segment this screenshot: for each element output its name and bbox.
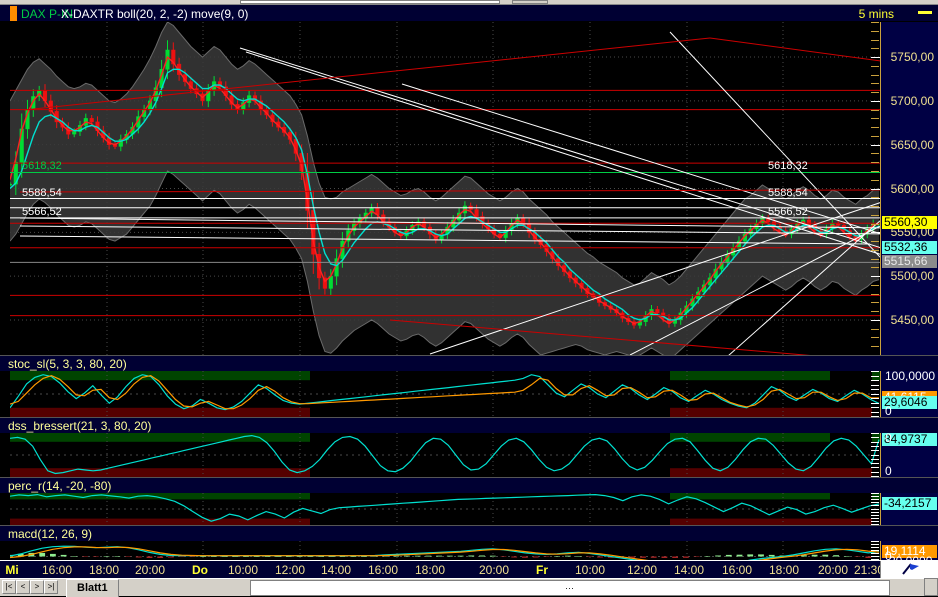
perc-r-panel: perc_r(14, -20, -80) -34,2157 <box>0 477 938 525</box>
macd-value-tag[interactable]: 19,1114 <box>882 544 937 558</box>
perc-r-panel-tick-ladder <box>870 493 880 525</box>
indicator-price-tag[interactable]: 5532,36 <box>882 240 937 254</box>
time-axis-label: 18:00 <box>414 563 446 577</box>
time-axis[interactable]: 21:30 20:00 18:00 16:00 14:00 12:00 10:00 Fr 20:… <box>0 560 938 578</box>
tab-nav-3[interactable]: >| <box>44 580 58 594</box>
level-label-5566-right: 5566,52 <box>768 205 808 218</box>
perc-r-panel-axis[interactable]: -34,2157 <box>880 493 938 525</box>
level-label-5566: 5566,52 <box>22 205 62 218</box>
time-axis-label: 16:00 <box>367 563 399 577</box>
dss-lower-tag[interactable]: 0 <box>885 464 892 478</box>
tab-nav-2[interactable]: > <box>30 580 44 594</box>
stoc-sl-panel-title[interactable]: stoc_sl(5, 3, 3, 80, 20) <box>0 355 938 371</box>
level-label-5588-right: 5588,54 <box>768 186 808 199</box>
dss-upper-tag[interactable]: 0 <box>885 433 892 445</box>
minimize-icon[interactable] <box>918 11 932 14</box>
macd-level-tag[interactable]: 0 <box>885 548 892 563</box>
price-axis-label: 5700,00 <box>890 93 934 108</box>
time-axis-label: 14:00 <box>673 563 705 577</box>
dss-value-tag[interactable]: 84,9737 <box>882 433 937 446</box>
symbol-name: DAX P-IN. <box>21 7 77 21</box>
price-axis-label: 5600,00 <box>890 181 934 196</box>
desktop-strip <box>0 0 938 4</box>
symbol-color-swatch <box>10 6 17 21</box>
stoc-upper-tag[interactable]: 100,0000 <box>885 371 936 383</box>
perc-r-panel-title[interactable]: perc_r(14, -20, -80) <box>0 477 938 493</box>
time-axis-label: 18:00 <box>88 563 120 577</box>
macd-panel-title[interactable]: macd(12, 26, 9) <box>0 525 938 541</box>
time-axis-label: 20:00 <box>478 563 510 577</box>
price-axis-label: 5450,00 <box>890 312 934 327</box>
time-axis-label: 12:00 <box>274 563 306 577</box>
level-label-5618-right: 5618,32 <box>768 160 808 173</box>
tab-nav-buttons[interactable]: |< < > >| <box>2 580 58 594</box>
price-axis-label: 5650,00 <box>890 137 934 152</box>
chart-title-bar[interactable]: DAX P-IN. X-DAXTR boll(20, 2, -2) move(9… <box>0 4 938 22</box>
dss-bressert-panel-plot[interactable] <box>10 433 880 477</box>
background-window-fragment <box>240 0 500 4</box>
price-axis-label: 5750,00 <box>890 50 934 65</box>
study-description: X-DAXTR boll(20, 2, -2) move(9, 0) <box>61 7 249 21</box>
dss-bressert-panel-tick-ladder <box>870 433 880 477</box>
time-axis-label: 20:00 <box>134 563 166 577</box>
time-axis-label: 20:00 <box>817 563 849 577</box>
secondary-price-tag[interactable]: 5515,66 <box>882 255 937 269</box>
price-axis[interactable]: 5750,00 5700,00 5650,00 5600,00 5550,00 5500,… <box>880 22 938 355</box>
sheet-tab-bar[interactable]: |< < > >| Blatt1 ··· <box>0 578 938 597</box>
percr-value-tag[interactable]: -34,2157 <box>882 496 937 510</box>
price-chart-panel: 5618,32 5588,54 5566,52 5618,32 5588,54 5566,… <box>0 22 938 356</box>
stoc-sl-panel-plot[interactable] <box>10 371 880 417</box>
time-axis-label: 18:00 <box>768 563 800 577</box>
last-price-tag[interactable]: 5560,30 <box>882 216 937 230</box>
time-axis-label: 16:00 <box>721 563 753 577</box>
dss-bressert-panel: dss_bressert(21, 3, 80, 20) 84,9737 0 0 <box>0 417 938 477</box>
level-label-5618: 5618,32 <box>22 160 62 173</box>
tab-nav-1[interactable]: < <box>16 580 30 594</box>
background-document-pane: ··· <box>250 580 890 596</box>
time-axis-label: 10:00 <box>227 563 259 577</box>
time-axis-label: 12:00 <box>626 563 658 577</box>
background-window-buttons <box>512 0 548 4</box>
stoc-value-tag[interactable]: 29,6046 <box>882 396 937 410</box>
price-axis-label: 5500,00 <box>890 269 934 284</box>
time-axis-label: 14:00 <box>320 563 352 577</box>
tab-scroll-button[interactable] <box>924 578 938 596</box>
stoc-sl-panel: stoc_sl(5, 3, 3, 80, 20)100,000041,61152… <box>0 355 938 417</box>
stoc-sl-panel-tick-ladder <box>870 371 880 417</box>
price-plot-area[interactable]: 5618,32 5588,54 5566,52 5618,32 5588,54 5566,… <box>10 22 880 355</box>
pane-ellipsis: ··· <box>565 583 574 593</box>
time-axis-day-label: Do <box>192 563 208 577</box>
sheet-tab-blatt1[interactable]: Blatt1 <box>66 579 119 597</box>
price-tick-ladder <box>870 22 880 356</box>
time-axis-label: 10:00 <box>574 563 606 577</box>
time-axis-label: 16:00 <box>41 563 73 577</box>
stoc-lower-tag[interactable]: 0 <box>885 404 892 418</box>
flag-icon[interactable] <box>880 561 938 578</box>
time-axis-label: 21:30 <box>853 563 885 577</box>
perc-r-panel-plot[interactable] <box>10 493 880 525</box>
tab-nav-0[interactable]: |< <box>2 580 16 594</box>
time-axis-day-label: Mi <box>5 563 19 577</box>
timeframe-label[interactable]: 5 mins <box>858 7 894 21</box>
dss-bressert-panel-axis[interactable]: 84,9737 0 0 <box>880 433 938 477</box>
dss-bressert-panel-title[interactable]: dss_bressert(21, 3, 80, 20) <box>0 417 938 433</box>
level-label-5588: 5588,54 <box>22 186 62 199</box>
time-axis-day-label: Fr <box>536 563 548 577</box>
